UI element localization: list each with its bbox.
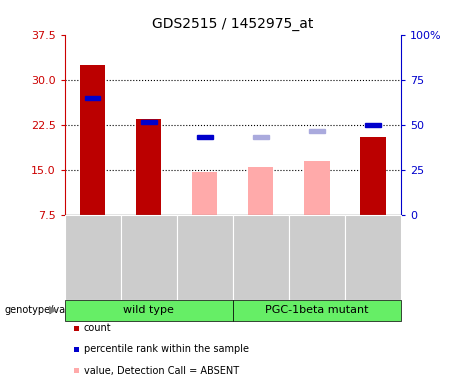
Bar xyxy=(80,65,105,215)
Bar xyxy=(253,135,269,139)
Bar xyxy=(197,135,213,139)
Bar xyxy=(85,96,100,99)
Text: percentile rank within the sample: percentile rank within the sample xyxy=(84,344,249,354)
Bar xyxy=(141,120,157,124)
Text: count: count xyxy=(84,323,112,333)
Bar xyxy=(248,167,273,215)
Bar xyxy=(361,137,386,215)
Bar xyxy=(309,129,325,132)
Bar xyxy=(192,172,218,215)
Text: PGC-1beta mutant: PGC-1beta mutant xyxy=(265,305,369,315)
Bar xyxy=(136,119,161,215)
Title: GDS2515 / 1452975_at: GDS2515 / 1452975_at xyxy=(152,17,313,31)
Bar xyxy=(365,123,381,127)
Text: wild type: wild type xyxy=(123,305,174,315)
Text: ▶: ▶ xyxy=(49,305,58,315)
Text: value, Detection Call = ABSENT: value, Detection Call = ABSENT xyxy=(84,366,239,376)
Text: genotype/variation: genotype/variation xyxy=(5,305,97,315)
Bar xyxy=(304,161,330,215)
